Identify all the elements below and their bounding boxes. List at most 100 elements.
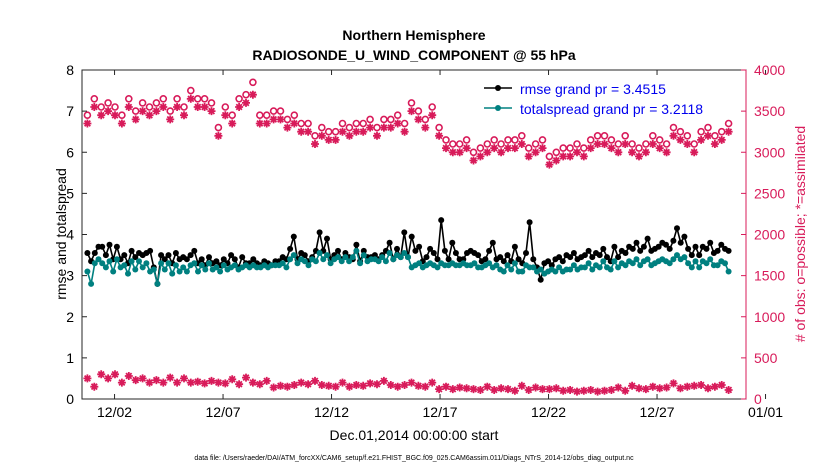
obs-assimilated-point	[704, 384, 712, 393]
obs-assimilated-point	[621, 386, 630, 395]
data-point	[220, 262, 227, 269]
data-point	[530, 264, 537, 271]
obs-assimilated-point	[545, 385, 554, 394]
data-point	[622, 250, 629, 256]
obs-possible-point	[724, 119, 733, 128]
obs-possible-point	[683, 132, 692, 140]
obs-possible-point	[662, 140, 671, 148]
data-point	[438, 217, 445, 224]
obs-possible-point	[538, 136, 547, 144]
obs-assimilated-point	[393, 119, 402, 128]
data-point	[670, 237, 677, 244]
data-point	[633, 256, 640, 263]
obs-assimilated-point	[180, 374, 188, 383]
obs-possible-point	[600, 132, 609, 140]
obs-possible-point	[407, 99, 416, 107]
data-point	[663, 241, 669, 248]
data-point	[526, 219, 533, 226]
obs-assimilated-point	[573, 387, 581, 396]
legend-rmse-text: rmse grand pr = 3.4515	[520, 81, 666, 97]
obs-assimilated-point	[407, 107, 416, 116]
data-point	[725, 247, 732, 254]
data-point	[493, 262, 500, 269]
data-point	[158, 260, 165, 267]
data-point	[434, 264, 441, 271]
data-point	[176, 268, 183, 275]
obs-assimilated-point	[400, 381, 409, 389]
obs-assimilated-point	[435, 131, 444, 140]
data-point	[113, 243, 120, 250]
data-point	[489, 239, 496, 246]
obs-assimilated-point	[579, 386, 588, 395]
data-point	[239, 254, 246, 261]
obs-possible-point	[249, 78, 257, 87]
data-point	[121, 262, 128, 269]
obs-assimilated-point	[366, 379, 375, 388]
obs-possible-point	[586, 136, 595, 144]
data-point	[600, 245, 607, 252]
data-point	[401, 250, 408, 256]
data-point	[91, 260, 98, 267]
data-point	[158, 252, 165, 259]
data-point	[110, 268, 117, 275]
data-point	[416, 243, 423, 250]
data-point	[670, 256, 677, 263]
obs-assimilated-point	[166, 373, 175, 382]
data-point	[655, 243, 662, 250]
data-point	[452, 250, 459, 256]
data-point	[102, 252, 109, 259]
data-point	[427, 245, 434, 252]
obs-assimilated-point	[255, 380, 264, 389]
obs-assimilated-point	[145, 111, 154, 120]
data-point	[556, 264, 563, 271]
data-point	[585, 247, 592, 254]
obs-possible-point	[655, 136, 664, 144]
data-point	[537, 276, 544, 283]
obs-assimilated-point	[628, 148, 637, 157]
data-point	[611, 258, 618, 265]
series-totalspread	[84, 247, 732, 287]
obs-possible-point	[490, 136, 499, 144]
obs-possible-point	[111, 103, 119, 111]
series-rmse-obs-count-low	[83, 370, 733, 396]
data-point	[644, 256, 651, 263]
series-assimilated	[83, 90, 733, 169]
x-tick-label: 12/07	[206, 404, 241, 420]
data-point	[84, 250, 91, 256]
obs-assimilated-point	[235, 103, 244, 111]
obs-possible-point	[483, 140, 492, 148]
data-point	[290, 252, 297, 259]
obs-possible-point	[159, 95, 168, 103]
data-point	[283, 264, 290, 271]
data-point	[423, 254, 430, 261]
obs-possible-point	[290, 111, 299, 119]
data-point	[231, 262, 238, 269]
obs-assimilated-point	[117, 119, 126, 128]
data-point	[677, 239, 684, 246]
obs-possible-point	[621, 132, 630, 140]
obs-assimilated-point	[538, 385, 547, 394]
data-point	[154, 280, 161, 287]
data-point	[113, 256, 120, 263]
data-point	[607, 266, 614, 273]
obs-assimilated-point	[338, 378, 347, 387]
obs-assimilated-point	[111, 111, 119, 120]
data-point	[191, 247, 198, 254]
obs-assimilated-point	[690, 148, 699, 157]
data-point	[629, 245, 636, 252]
obs-assimilated-point	[90, 103, 99, 111]
y2-tick-label: 0	[754, 391, 762, 407]
data-point	[445, 256, 452, 263]
data-point	[581, 252, 588, 259]
data-point	[412, 247, 419, 254]
obs-possible-point	[221, 103, 230, 111]
obs-assimilated-point	[614, 383, 623, 392]
obs-assimilated-point	[345, 131, 354, 140]
data-point	[349, 254, 356, 261]
obs-assimilated-point	[655, 144, 664, 153]
data-point	[161, 266, 168, 273]
x-tick-label: 12/17	[423, 404, 458, 420]
data-point	[585, 260, 592, 267]
obs-assimilated-point	[497, 384, 506, 393]
obs-assimilated-point	[579, 152, 588, 161]
